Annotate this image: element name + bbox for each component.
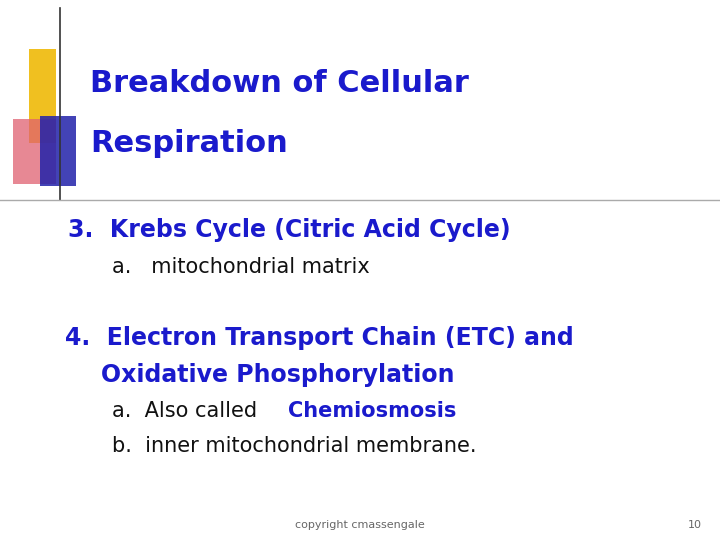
Text: Respiration: Respiration xyxy=(90,129,288,158)
Bar xyxy=(29,49,56,143)
Text: 3.  Krebs Cycle (Citric Acid Cycle): 3. Krebs Cycle (Citric Acid Cycle) xyxy=(68,218,511,241)
Text: 10: 10 xyxy=(688,520,702,530)
Text: Chemiosmosis: Chemiosmosis xyxy=(288,401,456,422)
Text: a.  Also called: a. Also called xyxy=(112,401,264,422)
Text: b.  inner mitochondrial membrane.: b. inner mitochondrial membrane. xyxy=(112,435,476,456)
Text: Oxidative Phosphorylation: Oxidative Phosphorylation xyxy=(101,363,454,387)
Text: 4.  Electron Transport Chain (ETC) and: 4. Electron Transport Chain (ETC) and xyxy=(65,326,574,349)
Bar xyxy=(40,116,76,186)
Text: a.   mitochondrial matrix: a. mitochondrial matrix xyxy=(112,257,369,278)
Text: Breakdown of Cellular: Breakdown of Cellular xyxy=(90,69,469,98)
Text: copyright cmassengale: copyright cmassengale xyxy=(295,520,425,530)
Bar xyxy=(13,119,56,184)
